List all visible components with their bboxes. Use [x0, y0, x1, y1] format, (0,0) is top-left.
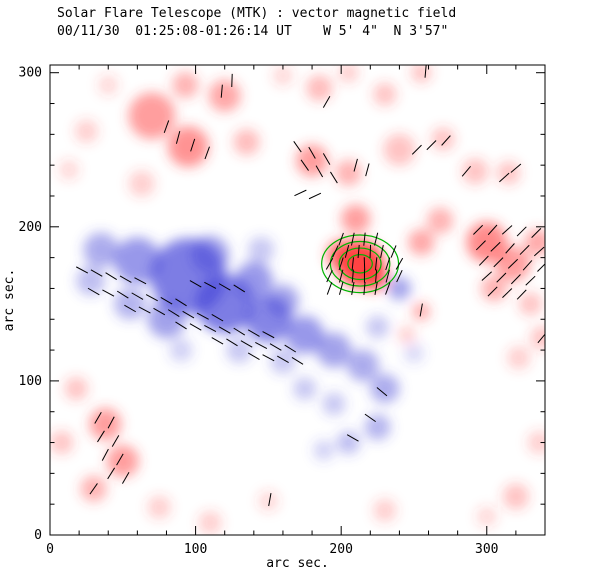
field-contours — [321, 234, 400, 294]
figure-title: Solar Flare Telescope (MTK) : vector mag… — [57, 6, 457, 21]
svg-text:100: 100 — [19, 374, 42, 389]
svg-text:0: 0 — [34, 528, 42, 543]
plot-frame — [49, 64, 546, 536]
svg-text:300: 300 — [19, 66, 42, 81]
svg-text:0: 0 — [46, 542, 54, 557]
axis-ticks — [49, 65, 546, 536]
svg-text:200: 200 — [329, 542, 352, 557]
svg-text:100: 100 — [184, 542, 207, 557]
y-axis-label: arc sec. — [2, 268, 17, 332]
svg-text:300: 300 — [475, 542, 498, 557]
magnetic-vectors — [76, 65, 545, 507]
x-axis-label: arc sec. — [266, 556, 329, 571]
svg-text:200: 200 — [19, 220, 42, 235]
tick-labels: 0 100 200 300 0 100 200 300 — [19, 66, 499, 557]
field-blobs — [50, 65, 545, 535]
figure-subtitle: 00/11/30 01:25:08-01:26:14 UT W 5' 4" N … — [57, 24, 449, 39]
